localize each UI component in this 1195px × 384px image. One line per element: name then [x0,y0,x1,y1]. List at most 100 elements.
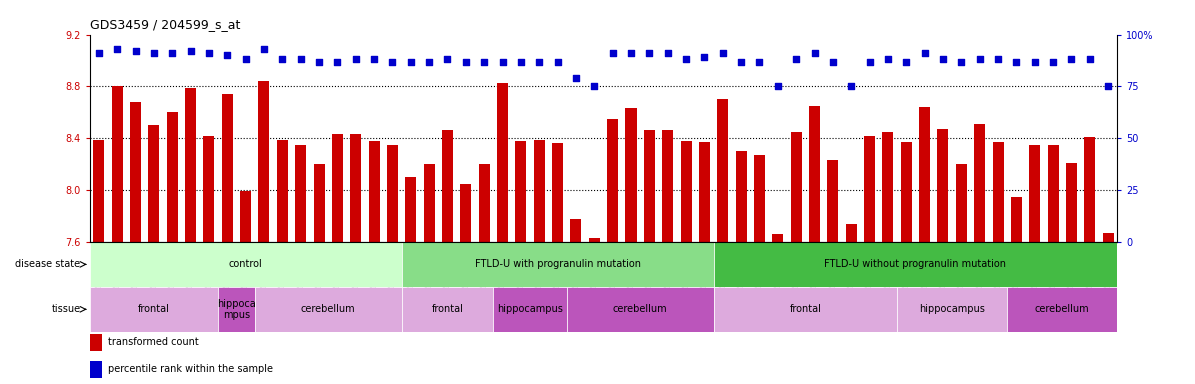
Bar [90,287,217,332]
Bar [405,177,416,242]
Bar [956,164,967,242]
Point [437,56,456,63]
Bar [552,144,563,242]
Bar [993,142,1004,242]
Bar [93,139,104,242]
Point [566,75,586,81]
Bar [479,164,490,242]
Text: FTLD-U without progranulin mutation: FTLD-U without progranulin mutation [825,259,1006,270]
Text: frontal: frontal [431,304,464,314]
Point [529,58,549,65]
Point [494,58,513,65]
Bar [625,108,637,242]
Bar [699,142,710,242]
Text: transformed count: transformed count [108,338,198,348]
Text: hippoca
mpus: hippoca mpus [217,298,256,320]
Point [1025,58,1044,65]
Bar [387,145,398,242]
Point [896,58,915,65]
Bar [607,119,618,242]
Point [292,56,311,63]
Bar [90,361,102,378]
Bar [846,224,857,242]
Bar [827,160,839,242]
Point [676,56,695,63]
Point [786,56,805,63]
Bar [1011,197,1022,242]
Point [713,50,733,56]
Point [237,56,256,63]
Point [511,58,531,65]
Point [456,58,476,65]
Point [603,50,623,56]
Bar [901,142,912,242]
Bar [809,106,820,242]
Point [217,52,237,58]
Text: hippocampus: hippocampus [919,304,985,314]
Bar [423,164,435,242]
Bar [897,287,1007,332]
Bar [736,151,747,242]
Bar [566,287,713,332]
Bar [185,88,196,242]
Bar [90,242,402,287]
Bar [1007,287,1117,332]
Bar [1103,233,1114,242]
Bar [258,81,269,242]
Bar [277,139,288,242]
Point [951,58,970,65]
Text: GDS3459 / 204599_s_at: GDS3459 / 204599_s_at [90,18,240,31]
Text: tissue: tissue [51,304,80,314]
Point [694,54,713,60]
Bar [589,238,600,242]
Text: cerebellum: cerebellum [1035,304,1090,314]
Point [988,56,1007,63]
Point [841,83,860,89]
Bar [332,134,343,242]
Point [1080,56,1099,63]
Bar [662,131,673,242]
Bar [713,242,1117,287]
Point [878,56,897,63]
Point [382,58,402,65]
Point [145,50,164,56]
Bar [90,334,102,351]
Point [768,83,788,89]
Text: control: control [228,259,263,270]
Bar [1084,137,1096,242]
Bar [148,125,159,242]
Point [108,46,127,52]
Text: hippocampus: hippocampus [497,304,563,314]
Point [805,50,825,56]
Point [933,56,952,63]
Point [255,46,274,52]
Text: frontal: frontal [137,304,170,314]
Bar [217,287,255,332]
Bar [442,131,453,242]
Point [125,48,145,54]
Bar [350,134,361,242]
Bar [111,86,123,242]
Point [419,58,439,65]
Point [621,50,641,56]
Point [639,50,658,56]
Point [750,58,770,65]
Text: cerebellum: cerebellum [613,304,668,314]
Point [1098,83,1117,89]
Point [272,56,292,63]
Bar [313,164,325,242]
Point [658,50,678,56]
Bar [166,113,178,242]
Bar [772,234,783,242]
Point [823,58,842,65]
Point [970,56,989,63]
Bar [791,132,802,242]
Bar [1029,145,1040,242]
Text: FTLD-U with progranulin mutation: FTLD-U with progranulin mutation [474,259,641,270]
Point [1062,56,1081,63]
Bar [494,287,566,332]
Bar [1066,163,1077,242]
Point [1043,58,1062,65]
Bar [295,145,306,242]
Bar [644,131,655,242]
